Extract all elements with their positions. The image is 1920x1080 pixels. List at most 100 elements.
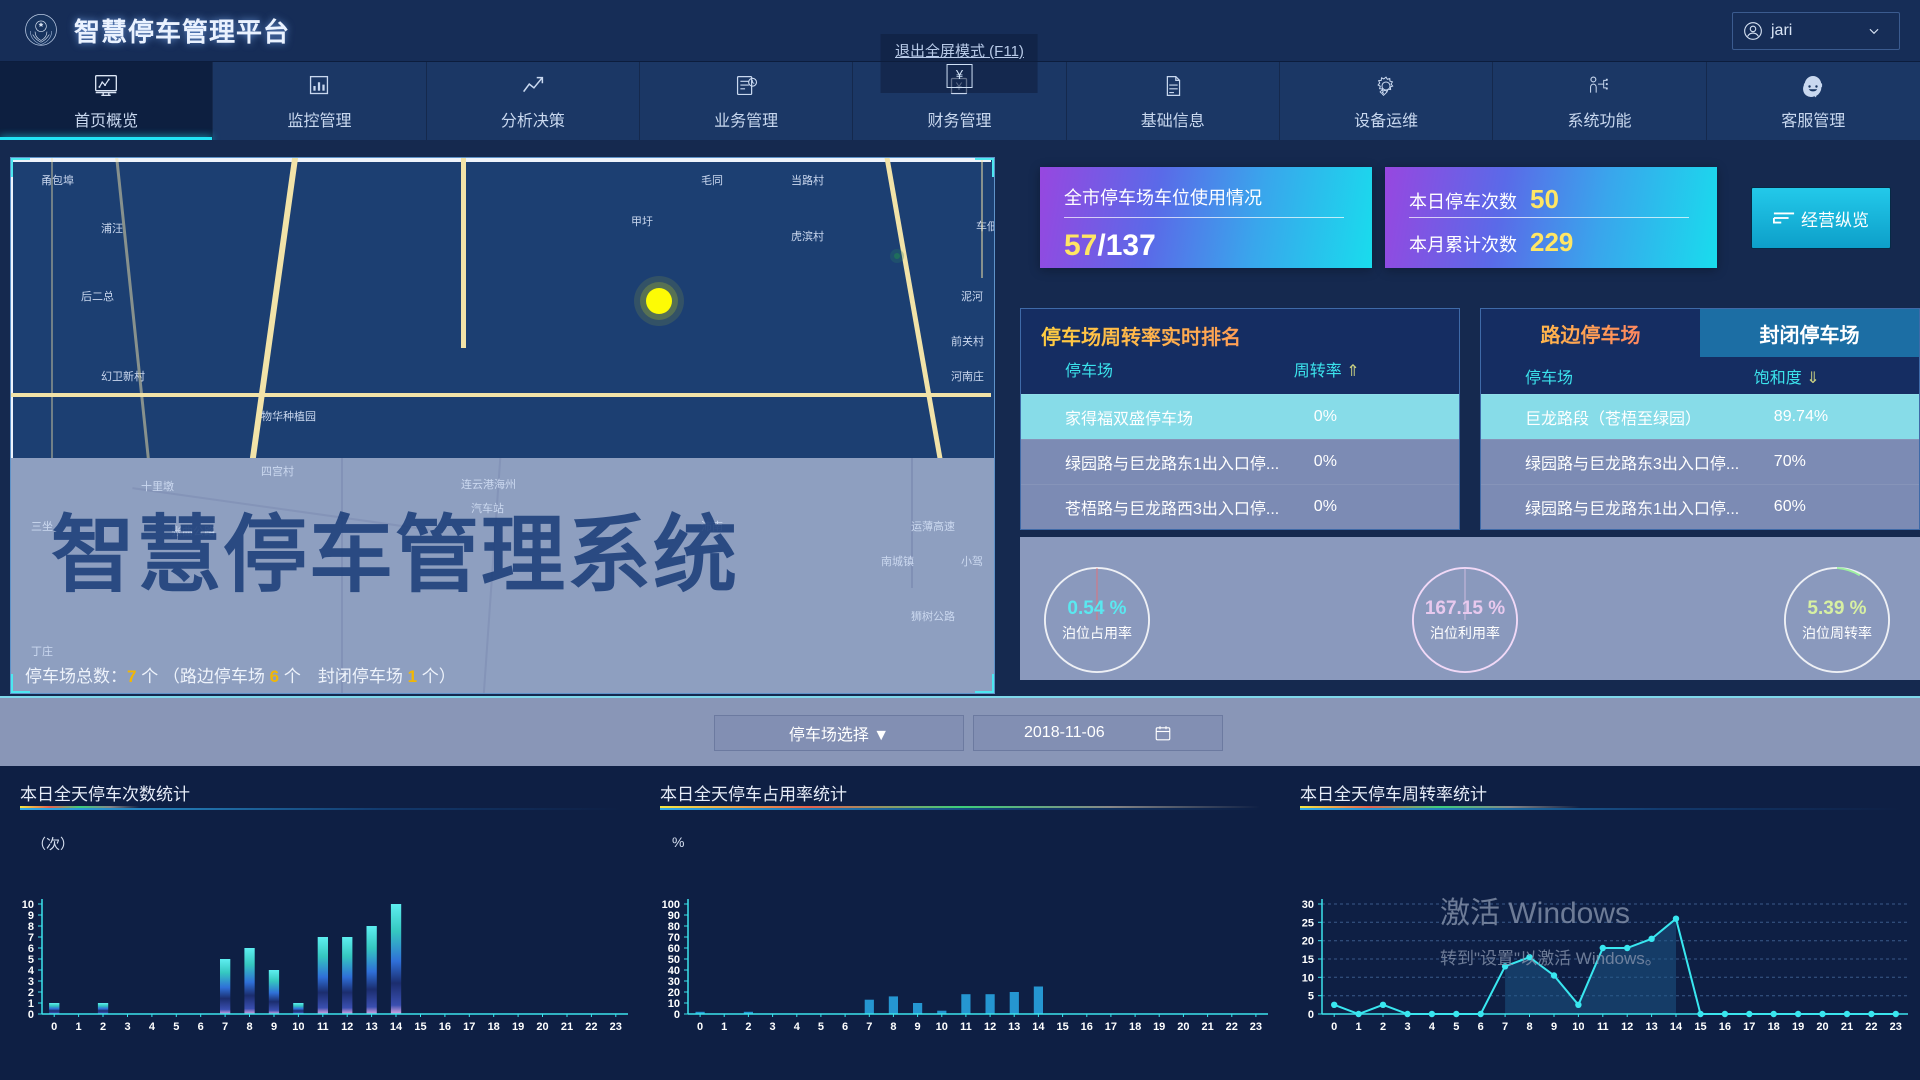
svg-text:2: 2: [28, 987, 34, 999]
svg-text:70: 70: [668, 932, 680, 944]
svg-text:10: 10: [1302, 972, 1314, 984]
svg-text:12: 12: [341, 1021, 353, 1033]
svg-text:12: 12: [984, 1021, 996, 1033]
svg-text:0: 0: [1331, 1021, 1337, 1033]
svg-text:4: 4: [149, 1021, 156, 1033]
svg-text:5: 5: [1308, 991, 1314, 1003]
svg-text:20: 20: [1816, 1021, 1828, 1033]
svg-text:8: 8: [28, 921, 34, 933]
svg-text:4: 4: [794, 1021, 801, 1033]
svg-text:3: 3: [770, 1021, 776, 1033]
svg-text:9: 9: [271, 1021, 277, 1033]
svg-text:11: 11: [1597, 1021, 1609, 1033]
svg-text:7: 7: [1502, 1021, 1508, 1033]
svg-text:11: 11: [960, 1021, 972, 1033]
svg-text:14: 14: [1670, 1021, 1683, 1033]
svg-text:60: 60: [668, 943, 680, 955]
svg-text:18: 18: [1129, 1021, 1141, 1033]
svg-text:20: 20: [668, 987, 680, 999]
svg-text:0: 0: [1308, 1009, 1314, 1021]
svg-text:30: 30: [1302, 899, 1314, 911]
svg-text:15: 15: [1302, 954, 1314, 966]
svg-text:25: 25: [1302, 917, 1314, 929]
svg-text:13: 13: [1645, 1021, 1657, 1033]
svg-text:5: 5: [818, 1021, 824, 1033]
svg-text:20: 20: [1177, 1021, 1189, 1033]
svg-text:12: 12: [1621, 1021, 1633, 1033]
svg-text:11: 11: [317, 1021, 329, 1033]
svg-text:22: 22: [1226, 1021, 1238, 1033]
svg-text:22: 22: [1865, 1021, 1877, 1033]
svg-text:9: 9: [28, 910, 34, 922]
svg-text:5: 5: [1453, 1021, 1459, 1033]
svg-text:10: 10: [1572, 1021, 1584, 1033]
svg-text:3: 3: [124, 1021, 130, 1033]
svg-text:1: 1: [721, 1021, 727, 1033]
svg-text:17: 17: [1105, 1021, 1117, 1033]
svg-text:1: 1: [28, 998, 34, 1010]
svg-text:2: 2: [1380, 1021, 1386, 1033]
svg-text:2: 2: [745, 1021, 751, 1033]
svg-text:15: 15: [1056, 1021, 1068, 1033]
svg-text:6: 6: [1478, 1021, 1484, 1033]
svg-text:90: 90: [668, 910, 680, 922]
svg-text:14: 14: [390, 1021, 403, 1033]
svg-text:7: 7: [222, 1021, 228, 1033]
svg-text:9: 9: [915, 1021, 921, 1033]
svg-text:21: 21: [561, 1021, 573, 1033]
svg-text:7: 7: [866, 1021, 872, 1033]
svg-text:5: 5: [28, 954, 34, 966]
svg-text:4: 4: [28, 965, 35, 977]
svg-text:9: 9: [1551, 1021, 1557, 1033]
svg-text:1: 1: [76, 1021, 82, 1033]
svg-text:8: 8: [890, 1021, 896, 1033]
svg-text:1: 1: [1356, 1021, 1362, 1033]
svg-text:13: 13: [1008, 1021, 1020, 1033]
svg-text:10: 10: [22, 899, 34, 911]
svg-text:0: 0: [674, 1009, 680, 1021]
svg-text:10: 10: [936, 1021, 948, 1033]
svg-text:6: 6: [28, 943, 34, 955]
svg-text:22: 22: [585, 1021, 597, 1033]
svg-text:14: 14: [1032, 1021, 1045, 1033]
svg-text:20: 20: [1302, 936, 1314, 948]
svg-text:0: 0: [51, 1021, 57, 1033]
svg-text:0: 0: [697, 1021, 703, 1033]
svg-text:17: 17: [463, 1021, 475, 1033]
svg-text:0: 0: [28, 1009, 34, 1021]
svg-text:4: 4: [1429, 1021, 1436, 1033]
svg-text:7: 7: [28, 932, 34, 944]
svg-text:8: 8: [1526, 1021, 1532, 1033]
svg-text:10: 10: [292, 1021, 304, 1033]
svg-text:16: 16: [439, 1021, 451, 1033]
svg-text:8: 8: [246, 1021, 252, 1033]
svg-text:30: 30: [668, 976, 680, 988]
svg-text:40: 40: [668, 965, 680, 977]
svg-text:16: 16: [1719, 1021, 1731, 1033]
svg-text:50: 50: [668, 954, 680, 966]
svg-text:17: 17: [1743, 1021, 1755, 1033]
svg-text:5: 5: [173, 1021, 179, 1033]
svg-text:2: 2: [100, 1021, 106, 1033]
svg-text:16: 16: [1081, 1021, 1093, 1033]
svg-text:6: 6: [842, 1021, 848, 1033]
svg-text:19: 19: [512, 1021, 524, 1033]
svg-text:80: 80: [668, 921, 680, 933]
svg-text:18: 18: [488, 1021, 500, 1033]
svg-text:18: 18: [1768, 1021, 1780, 1033]
svg-text:23: 23: [610, 1021, 622, 1033]
svg-text:15: 15: [414, 1021, 426, 1033]
svg-text:19: 19: [1792, 1021, 1804, 1033]
svg-text:19: 19: [1153, 1021, 1165, 1033]
svg-text:6: 6: [198, 1021, 204, 1033]
svg-text:15: 15: [1694, 1021, 1706, 1033]
svg-text:13: 13: [365, 1021, 377, 1033]
svg-text:3: 3: [28, 976, 34, 988]
svg-text:21: 21: [1201, 1021, 1213, 1033]
svg-text:21: 21: [1841, 1021, 1853, 1033]
svg-text:23: 23: [1250, 1021, 1262, 1033]
svg-text:23: 23: [1890, 1021, 1902, 1033]
svg-text:3: 3: [1404, 1021, 1410, 1033]
svg-text:20: 20: [536, 1021, 548, 1033]
svg-text:100: 100: [662, 899, 680, 911]
